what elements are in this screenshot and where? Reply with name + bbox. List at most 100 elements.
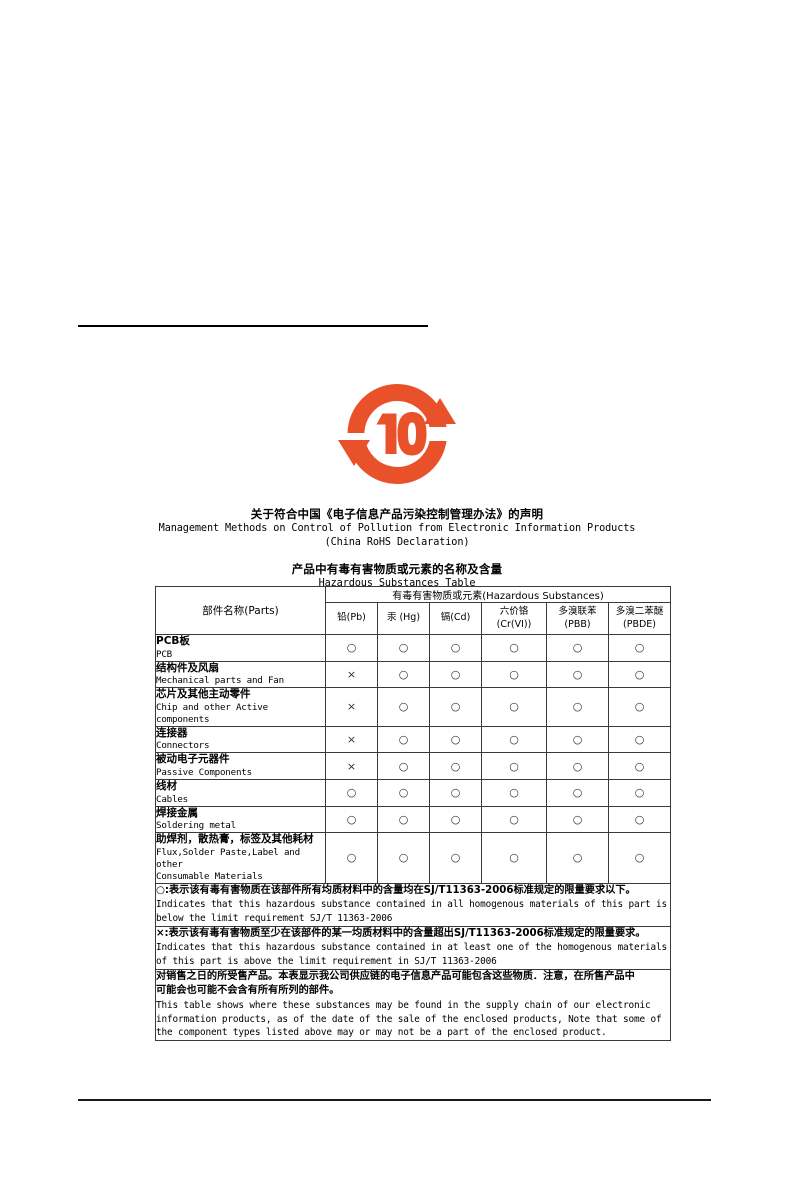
- top-horizontal-rule: [78, 325, 428, 327]
- substance-mark-cell: ○: [377, 832, 430, 884]
- header-parts: 部件名称(Parts): [155, 586, 326, 635]
- substance-mark-cell: ○: [607, 634, 672, 662]
- part-name-en: PCB: [156, 648, 172, 660]
- part-name-cell: 线材 Cables: [155, 778, 326, 807]
- part-name-en: Soldering metal: [156, 820, 236, 832]
- substance-name: 镉(Cd): [440, 612, 471, 624]
- table-note-row: ○:表示该有毒有害物质在该部件所有均质材料中的含量均在SJ/T11363-200…: [154, 882, 672, 927]
- substance-symbol: (PBDE): [623, 618, 656, 630]
- table-title-cn: 产品中有毒有害物质或元素的名称及含量: [291, 562, 503, 576]
- part-name-cell: 芯片及其他主动零件 Chip and other Active component…: [155, 687, 326, 727]
- note-text-en: Indicates that this hazardous substance …: [156, 899, 667, 911]
- substance-name: 铅(Pb): [337, 612, 366, 624]
- table-note-row: 对销售之日的所受售产品。本表显示我公司供应链的电子信息产品可能包含这些物质．注意…: [154, 968, 672, 1042]
- substance-mark-cell: ○: [377, 805, 430, 834]
- substance-mark-cell: ○: [429, 752, 482, 780]
- substance-mark-cell: ○: [377, 634, 430, 662]
- substance-mark-cell: ○: [429, 687, 482, 727]
- part-name-en: Consumable Materials: [156, 870, 263, 882]
- substance-mark-cell: ○: [607, 832, 672, 884]
- substance-mark-cell: ×: [325, 752, 378, 780]
- substance-mark-cell: ○: [377, 687, 430, 727]
- substance-mark-cell: ×: [325, 725, 378, 754]
- part-name-en: Mechanical parts and Fan: [156, 675, 284, 687]
- part-name-cell: 被动电子元器件 Passive Components: [155, 752, 326, 780]
- substance-mark-cell: ○: [607, 805, 672, 834]
- substance-mark-cell: ×: [325, 660, 378, 689]
- substance-mark-cell: ○: [481, 634, 547, 662]
- substance-mark-cell: ○: [607, 778, 672, 807]
- bottom-horizontal-rule: [78, 1099, 711, 1101]
- substance-mark-cell: ○: [546, 832, 609, 884]
- table-row: 被动电子元器件 Passive Components × ○ ○ ○ ○ ○: [155, 752, 672, 780]
- hazardous-table-title: 产品中有毒有害物质或元素的名称及含量 Hazardous Substances …: [0, 562, 794, 591]
- part-name-cn: 结构件及风扇: [156, 661, 219, 674]
- header-substance-2: 汞 (Hg): [377, 602, 430, 635]
- part-name-en: Flux,Solder Paste,Label and other: [156, 846, 300, 870]
- substance-mark-cell: ○: [481, 660, 547, 689]
- table-note-1: ○:表示该有毒有害物质在该部件所有均质材料中的含量均在SJ/T11363-200…: [154, 882, 672, 927]
- declaration-title-en-line1: Management Methods on Control of Polluti…: [158, 523, 636, 535]
- substance-symbol: (Cr(VI)): [496, 618, 532, 630]
- part-name-en: Chip and other Active components: [156, 701, 268, 725]
- substance-name: 六价铬: [499, 606, 529, 618]
- declaration-title-en-line2: (China RoHS Declaration): [324, 536, 470, 548]
- substance-mark-cell: ○: [429, 832, 482, 884]
- header-substance-1: 铅(Pb): [325, 602, 378, 635]
- substance-mark-cell: ○: [546, 725, 609, 754]
- substance-mark-cell: ○: [325, 634, 378, 662]
- substance-name: 汞 (Hg): [386, 612, 421, 624]
- note-text-en: This table shows where these substances …: [156, 1000, 651, 1012]
- substance-mark-cell: ○: [325, 832, 378, 884]
- substance-mark-cell: ○: [546, 752, 609, 780]
- hazardous-substances-table: 部件名称(Parts) 有毒有害物质或元素(Hazardous Substanc…: [154, 586, 672, 1042]
- note-text-cn: ○:表示该有毒有害物质在该部件所有均质材料中的含量均在SJ/T11363-200…: [156, 884, 636, 896]
- note-text-en: information products, as of the date of …: [156, 1013, 662, 1025]
- substance-mark-cell: ○: [481, 778, 547, 807]
- substance-name: 多溴二苯醚: [615, 606, 664, 618]
- note-text-cn: ×:表示该有毒有害物质至少在该部件的某一均质材料中的含量超出SJ/T11363-…: [156, 927, 646, 939]
- header-substance-4: 六价铬 (Cr(VI)): [481, 602, 547, 635]
- declaration-heading: 关于符合中国《电子信息产品污染控制管理办法》的声明 Management Met…: [0, 507, 794, 549]
- substance-mark-cell: ○: [481, 832, 547, 884]
- substance-mark-cell: ○: [607, 660, 672, 689]
- header-substances-group: 有毒有害物质或元素(Hazardous Substances): [324, 586, 672, 603]
- table-note-3: 对销售之日的所受售产品。本表显示我公司供应链的电子信息产品可能包含这些物质．注意…: [154, 968, 672, 1042]
- substance-mark-cell: ○: [607, 752, 672, 780]
- part-name-cn: 助焊剂，散热膏，标签及其他耗材: [156, 833, 314, 846]
- table-row: 芯片及其他主动零件 Chip and other Active component…: [155, 687, 672, 727]
- substance-name: 多溴联苯: [558, 606, 597, 618]
- substance-mark-cell: ○: [377, 660, 430, 689]
- part-name-cn: 焊接金属: [156, 806, 198, 819]
- table-row: 线材 Cables ○ ○ ○ ○ ○ ○: [155, 778, 672, 807]
- substance-mark-cell: ○: [481, 687, 547, 727]
- part-name-en: Passive Components: [156, 766, 252, 778]
- part-name-cell: 助焊剂，散热膏，标签及其他耗材 Flux,Solder Paste,Label a…: [155, 832, 326, 884]
- header-substance-5: 多溴联苯 (PBB): [546, 602, 609, 635]
- part-name-cn: 线材: [156, 779, 177, 792]
- table-row: 助焊剂，散热膏，标签及其他耗材 Flux,Solder Paste,Label a…: [155, 832, 672, 884]
- part-name-en: Connectors: [156, 740, 210, 752]
- substance-mark-cell: ○: [607, 687, 672, 727]
- substance-mark-cell: ×: [325, 687, 378, 727]
- table-body: PCB板 PCB ○ ○ ○ ○ ○ ○ 结构件及风扇 Mechanical parts and …: [154, 634, 672, 1042]
- header-substance-6: 多溴二苯醚 (PBDE): [607, 602, 672, 635]
- substance-mark-cell: ○: [546, 778, 609, 807]
- declaration-title-cn: 关于符合中国《电子信息产品污染控制管理办法》的声明: [250, 507, 544, 521]
- table-header-row-substances: 铅(Pb) 汞 (Hg) 镉(Cd) 六价铬 (Cr(VI)) 多溴联苯 (PBB) 多溴二苯…: [156, 602, 672, 635]
- substance-mark-cell: ○: [377, 752, 430, 780]
- china-rohs-epup-logo: [0, 378, 794, 495]
- part-name-cell: 连接器 Connectors: [155, 725, 326, 754]
- substance-mark-cell: ○: [325, 778, 378, 807]
- table-row: PCB板 PCB ○ ○ ○ ○ ○ ○: [155, 634, 672, 662]
- part-name-en: Cables: [156, 793, 188, 805]
- part-name-cell: 焊接金属 Soldering metal: [155, 805, 326, 834]
- substance-mark-cell: ○: [429, 778, 482, 807]
- substance-mark-cell: ○: [377, 778, 430, 807]
- table-row: 焊接金属 Soldering metal ○ ○ ○ ○ ○ ○: [155, 805, 672, 834]
- note-text-en: the component types listed above may or …: [156, 1027, 607, 1039]
- note-text-en: below the limit requirement SJ/T 11363-2…: [156, 913, 393, 925]
- substance-symbol: (PBB): [564, 618, 591, 630]
- note-text-cn: 对销售之日的所受售产品。本表显示我公司供应链的电子信息产品可能包含这些物质．注意…: [156, 970, 635, 982]
- table-header: 部件名称(Parts) 有毒有害物质或元素(Hazardous Substanc…: [155, 586, 672, 635]
